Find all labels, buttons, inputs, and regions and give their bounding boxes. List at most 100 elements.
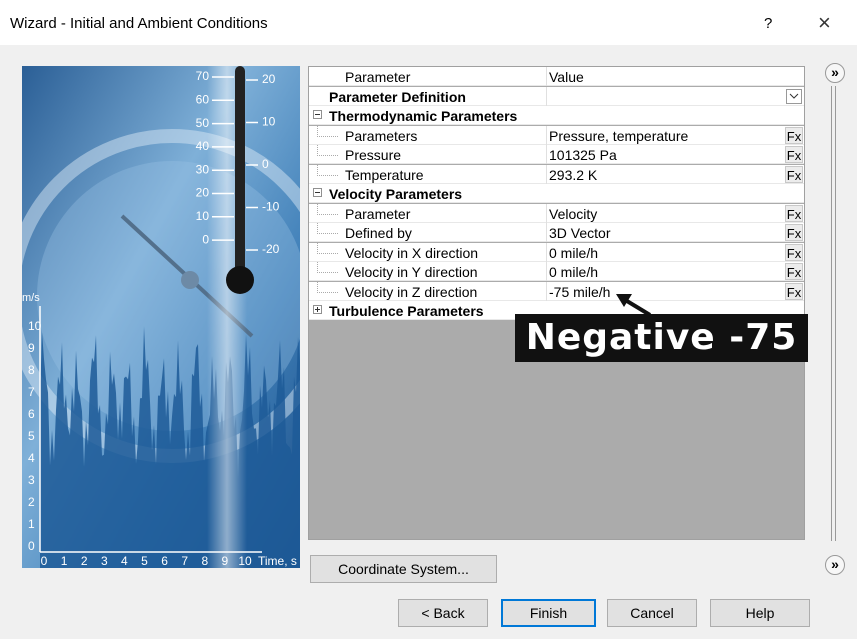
column-divider: [546, 164, 547, 184]
image-labels: 70605040302010020100-10-20m/s01234567891…: [22, 69, 297, 568]
fx-button[interactable]: Fx: [785, 126, 803, 144]
decorative-image: 70605040302010020100-10-20m/s01234567891…: [22, 66, 300, 568]
fx-button[interactable]: Fx: [785, 282, 803, 300]
row-value: 0 mile/h: [549, 264, 599, 280]
thermometer-label: 10: [262, 115, 276, 129]
thermometer-label: -10: [262, 200, 280, 214]
row-value: 293.2 K: [549, 166, 598, 183]
grid-row[interactable]: Parameter Velocity Fx: [309, 203, 804, 223]
x-label: 9: [222, 554, 229, 568]
dial-hub: [181, 271, 199, 289]
thermometer-label: 20: [262, 72, 276, 86]
grid-row[interactable]: Velocity in X direction 0 mile/h Fx: [309, 242, 804, 262]
thermometer-label: 30: [196, 162, 210, 176]
row-label: Parameters: [345, 127, 418, 144]
fx-button[interactable]: Fx: [785, 263, 803, 280]
grid-row[interactable]: Pressure 101325 Pa Fx: [309, 145, 804, 164]
collapse-toggle[interactable]: [313, 110, 322, 119]
group-label: Velocity Parameters: [329, 186, 463, 202]
row-label: Pressure: [345, 147, 402, 163]
y-label: 8: [28, 363, 35, 377]
tree-line: [317, 125, 338, 137]
x-label: 7: [181, 554, 188, 568]
y-label: 7: [28, 385, 35, 399]
thermometer-label: 70: [196, 69, 210, 83]
thermometer-label: 0: [262, 157, 269, 171]
column-header: Parameter: [345, 69, 411, 85]
expand-button[interactable]: »: [825, 63, 845, 83]
row-value: 101325 Pa: [549, 147, 617, 163]
x-label: 5: [141, 554, 148, 568]
tree-line: [317, 223, 338, 234]
row-label: Velocity in Z direction: [345, 283, 478, 300]
grid-row[interactable]: Temperature 293.2 K Fx: [309, 164, 804, 184]
grid-row[interactable]: Defined by 3D Vector Fx: [309, 223, 804, 242]
column-divider: [546, 125, 547, 145]
row-label: Velocity in X direction: [345, 244, 479, 261]
fx-button[interactable]: Fx: [785, 146, 803, 163]
x-label: 0: [41, 554, 48, 568]
coordinate-system-button[interactable]: Coordinate System...: [310, 555, 497, 583]
tree-line: [317, 203, 338, 215]
grid-row[interactable]: Velocity in Z direction -75 mile/h Fx: [309, 281, 804, 301]
row-value: 3D Vector: [549, 225, 611, 241]
row-label: Parameter Definition: [329, 88, 466, 105]
y-label: 4: [28, 451, 35, 465]
y-label: 6: [28, 407, 35, 421]
expand-toggle[interactable]: [313, 305, 322, 314]
grid-row[interactable]: Velocity Parameters: [309, 184, 804, 203]
help-button[interactable]: Help: [710, 599, 810, 627]
grid-header: Parameter Value: [309, 67, 804, 86]
fx-button[interactable]: Fx: [785, 204, 803, 222]
thermometer-label: 40: [196, 139, 210, 153]
column-divider: [546, 86, 547, 106]
collapse-toggle[interactable]: [313, 188, 322, 197]
y-label: 5: [28, 429, 35, 443]
thermometer-bulb: [226, 266, 254, 294]
thermometer-label: 10: [196, 209, 210, 223]
column-header: Value: [549, 69, 584, 85]
group-label: Thermodynamic Parameters: [329, 108, 518, 124]
close-button[interactable]: ×: [818, 10, 831, 35]
x-label: 6: [161, 554, 168, 568]
x-label: 8: [201, 554, 208, 568]
annotation-arrow: [616, 294, 652, 317]
thermometer-label: 20: [196, 186, 210, 200]
grid-row[interactable]: Velocity in Y direction 0 mile/h Fx: [309, 262, 804, 281]
cancel-button[interactable]: Cancel: [607, 599, 697, 627]
grid-row[interactable]: Parameter Definition: [309, 86, 804, 106]
grid-row[interactable]: Parameters Pressure, temperature Fx: [309, 125, 804, 145]
column-divider: [546, 223, 547, 242]
thermometer-label: -20: [262, 242, 280, 256]
finish-button[interactable]: Finish: [501, 599, 596, 627]
thermometer-label: 60: [196, 92, 210, 106]
row-value: Pressure, temperature: [549, 127, 689, 144]
row-label: Parameter: [345, 205, 411, 222]
x-label: 1: [61, 554, 68, 568]
column-divider: [546, 242, 547, 262]
thermometer-label: 0: [202, 232, 209, 246]
fx-button[interactable]: Fx: [785, 224, 803, 241]
grid-row[interactable]: Thermodynamic Parameters: [309, 106, 804, 125]
x-unit: Time, s: [258, 554, 297, 568]
dropdown-button[interactable]: [786, 88, 802, 104]
tree-line: [317, 281, 338, 293]
x-label: 4: [121, 554, 128, 568]
x-label: 10: [238, 554, 252, 568]
column-divider: [546, 281, 547, 301]
y-label: 1: [28, 517, 35, 531]
fx-button[interactable]: Fx: [785, 165, 803, 183]
row-label: Defined by: [345, 225, 412, 241]
y-label: 2: [28, 495, 35, 509]
row-label: Velocity in Y direction: [345, 264, 478, 280]
back-button[interactable]: < Back: [398, 599, 488, 627]
column-divider: [546, 145, 547, 164]
tree-line: [317, 242, 338, 254]
help-button[interactable]: ?: [764, 15, 773, 32]
expand-button[interactable]: »: [825, 555, 845, 575]
window-title: Wizard - Initial and Ambient Conditions: [10, 15, 268, 32]
row-value: Velocity: [549, 205, 598, 222]
fx-button[interactable]: Fx: [785, 243, 803, 261]
thermometer-tube: [235, 66, 245, 280]
